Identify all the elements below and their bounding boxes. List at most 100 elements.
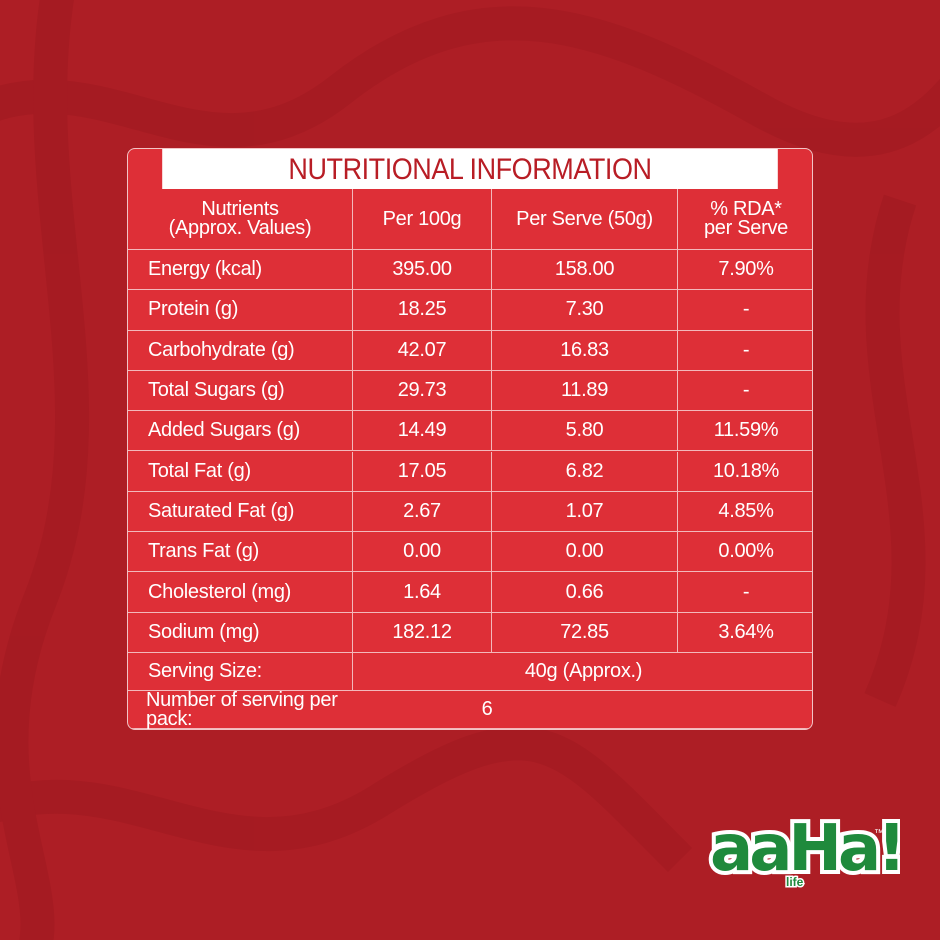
value-cell: 11.89 [492,370,678,412]
row-label: Energy (kcal) [128,250,353,291]
nutrition-table: NUTRITIONAL INFORMATION Nutrients (Approx… [127,148,813,730]
cell-text: 0.00% [718,540,774,563]
value-cell: - [678,290,812,331]
cell-text: Energy (kcal) [148,258,262,281]
cell-text: Protein (g) [148,298,239,321]
cell-text: 395.00 [392,258,452,281]
logo-text: aaHa! [710,812,900,886]
header-cell: Per Serve (50g) [492,189,678,250]
cell-text: 6.82 [565,459,604,482]
cell-text: 40g (Approx.) [524,660,643,682]
cell-text: Added Sugars (g) [148,419,300,442]
cell-text: 29.73 [397,379,447,402]
cell-text: 7.30 [565,298,604,321]
value-cell: 1.64 [353,572,492,613]
cell-text: 18.25 [397,298,447,321]
cell-text: - [742,580,750,603]
cell-text: 6 [481,698,493,720]
value-cell: 182.12 [353,612,492,653]
cell-text: Sodium (mg) [148,620,260,643]
row-label: Added Sugars (g) [128,411,353,452]
value-cell: 10.18% [678,452,812,492]
cell-text: 11.89 [560,379,609,402]
cell-text: 11.59% [713,419,779,442]
value-cell: 4.85% [678,492,812,533]
cell-text: 16.83 [560,338,609,361]
value-cell: 3.64% [678,613,812,653]
cell-text: per Serve [703,217,788,239]
value-cell: 40g (Approx.) [353,653,812,691]
cell-text: 72.85 [560,620,609,643]
cell-text: 0.00 [565,540,604,563]
value-cell: 18.25 [353,290,492,331]
cell-text: 14.49 [397,419,447,442]
value-cell: 158.00 [492,250,678,291]
cell-text: 3.64% [718,620,774,643]
row-label: Cholesterol (mg) [128,572,353,613]
value-cell: 5.80 [492,411,678,452]
cell-text: Carbohydrate (g) [148,338,295,361]
value-cell: 42.07 [353,330,492,371]
value-cell: - [678,371,812,412]
value-cell: 6 [388,691,812,729]
value-cell: 17.05 [353,451,492,492]
cell-text: 0.00 [403,540,441,563]
cell-text: 0.66 [565,580,604,603]
cell-text: Cholesterol (mg) [148,580,292,603]
value-cell: 7.90% [678,250,812,291]
value-cell: 72.85 [492,612,678,653]
cell-text: Per 100g [382,207,462,230]
row-label: Serving Size: [128,653,353,691]
cell-text: Nutrients [201,198,279,220]
value-cell: 0.00 [492,532,678,573]
cell-text: 4.85% [718,499,774,522]
cell-text: Total Sugars (g) [148,379,285,402]
value-cell: 0.00% [678,532,812,573]
value-cell: - [678,572,812,613]
value-cell: 11.59% [678,411,812,452]
cell-text: 10.18% [712,459,780,482]
cell-text: 1.07 [565,499,604,522]
brand-logo: aaHa! life ™ [706,808,900,891]
value-cell: 7.30 [492,290,678,331]
cell-text: 2.67 [403,499,441,522]
cell-text: - [742,338,750,361]
cell-text: 182.12 [392,620,452,643]
row-label: Carbohydrate (g) [128,330,353,371]
cell-text: - [742,379,750,402]
cell-text: Saturated Fat (g) [148,499,295,522]
cell-text: 42.07 [397,338,447,361]
cell-text: Trans Fat (g) [148,540,259,563]
value-cell: 14.49 [353,411,492,452]
table-title: NUTRITIONAL INFORMATION [162,149,778,189]
row-label: Saturated Fat (g) [128,491,353,533]
row-label: Total Sugars (g) [128,370,353,412]
row-label: Number of serving per pack: [128,690,388,729]
trademark: ™ [874,828,884,839]
cell-text: - [742,298,750,321]
header-cell: % RDA* per Serve [678,189,812,250]
value-cell: 16.83 [492,330,678,371]
cell-text: Per Serve (50g) [516,207,653,230]
cell-text: 158.00 [554,258,615,281]
value-cell: 0.00 [353,532,492,573]
cell-text: 5.80 [565,419,604,442]
logo-subtext: life [786,875,804,889]
cell-text: 7.90% [718,258,774,281]
cell-text: Serving Size: [148,660,262,682]
row-label: Trans Fat (g) [128,532,353,573]
row-label: Total Fat (g) [128,451,353,492]
value-cell: 1.07 [492,491,678,533]
value-cell: - [678,331,812,371]
value-cell: 0.66 [492,572,678,613]
cell-text: 1.64 [403,580,441,603]
cell-text: (Approx. Values) [168,217,312,239]
header-cell: Nutrients (Approx. Values) [128,189,353,250]
cell-text: 17.05 [397,459,447,482]
value-cell: 6.82 [492,451,678,492]
value-cell: 29.73 [353,370,492,412]
row-label: Protein (g) [128,290,353,331]
value-cell: 2.67 [353,491,492,533]
cell-text: % RDA* [710,198,782,220]
